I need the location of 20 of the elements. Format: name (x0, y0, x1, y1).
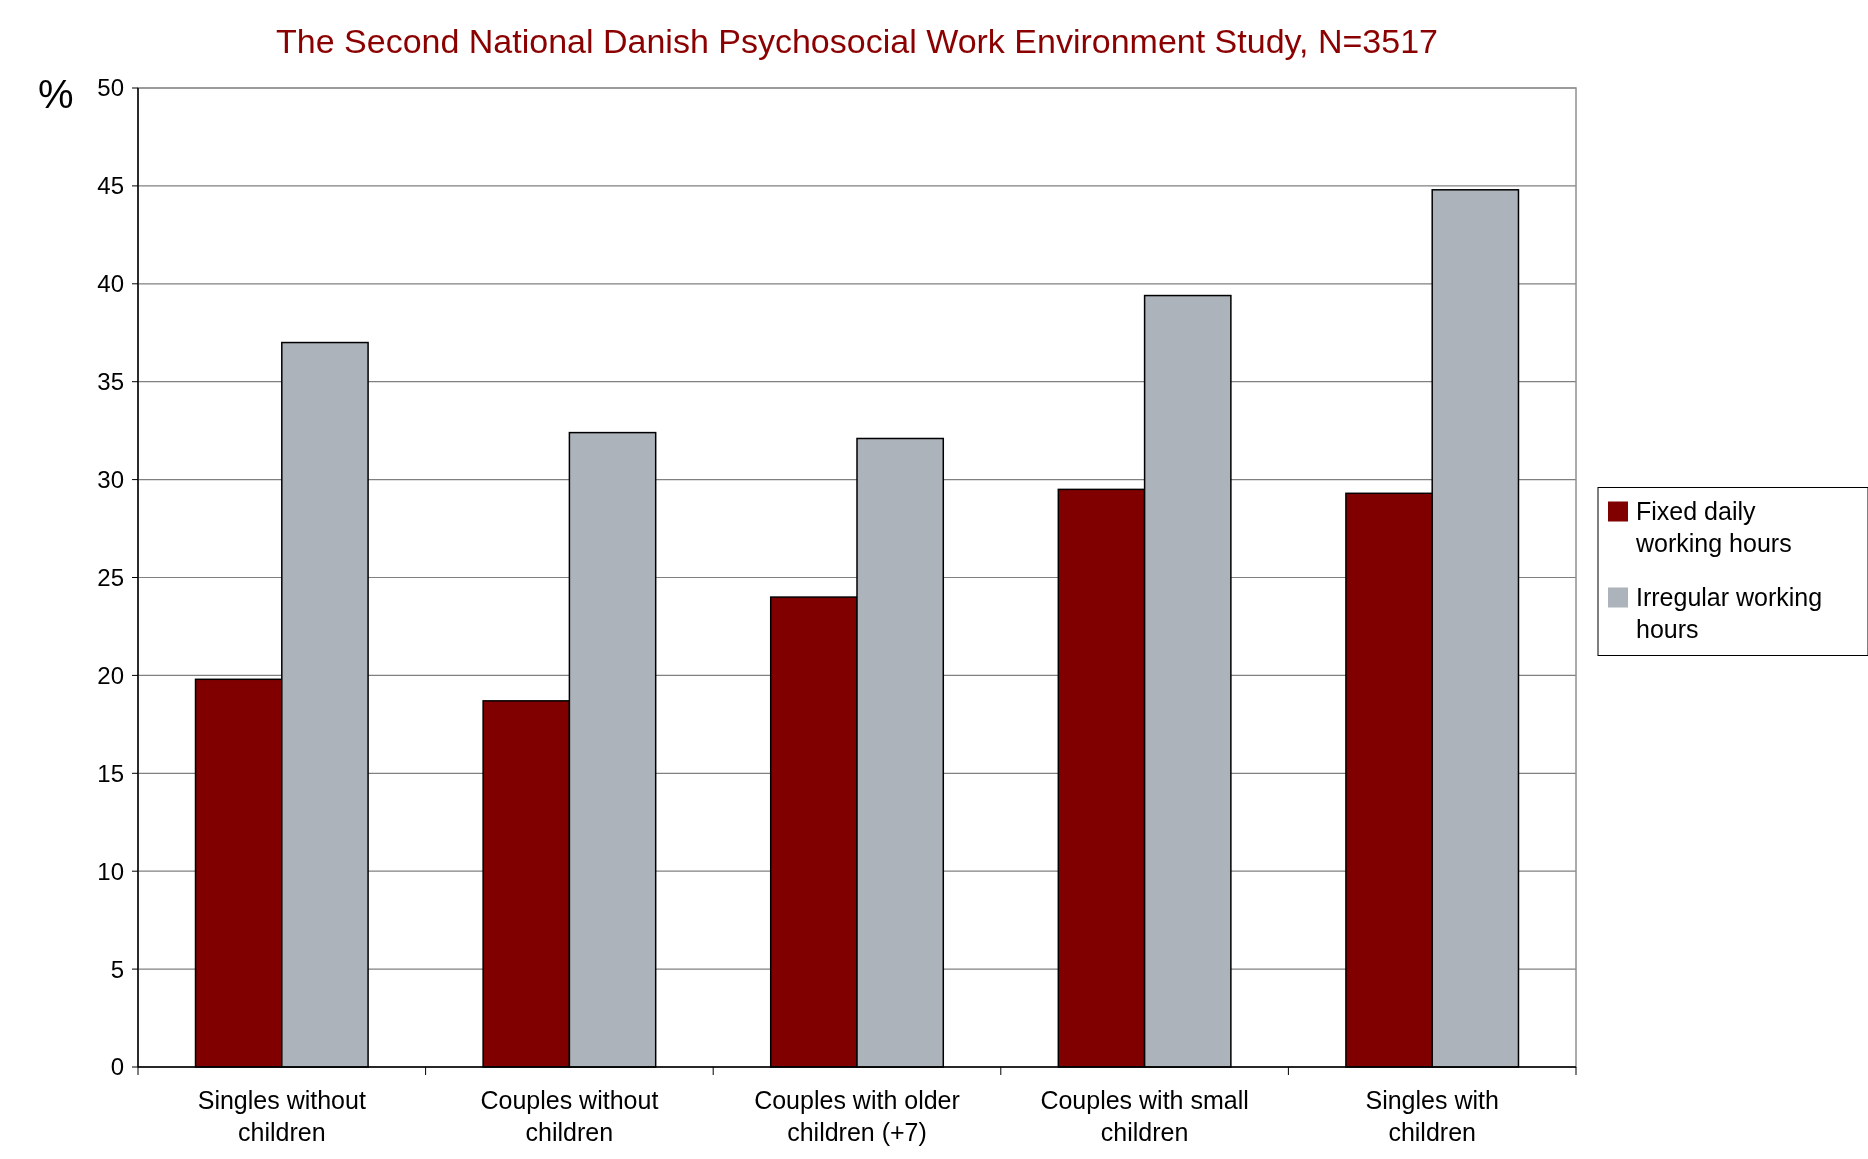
x-tick-label: Singles with children (1365, 1086, 1499, 1146)
y-tick-label: 50 (97, 74, 124, 102)
x-tick-label: Couples without children (480, 1086, 659, 1146)
y-tick-label: 35 (97, 368, 124, 396)
x-tick-label: Couples with small children (1040, 1086, 1249, 1146)
y-tick-label: 30 (97, 466, 124, 493)
y-tick-label: 20 (97, 661, 124, 689)
x-tick-label: Singles without children (197, 1086, 366, 1146)
x-tick-label: Couples with older children (+7) (754, 1086, 960, 1146)
y-tick-label: 25 (97, 563, 124, 591)
y-tick-label: 40 (97, 270, 124, 298)
y-tick-label: 45 (97, 172, 124, 200)
y-tick-label: 10 (97, 857, 124, 885)
chart-title: The Second National Danish Psychosocial Work Environment Study, N=3517 (276, 22, 1438, 60)
y-tick-label: 5 (110, 955, 124, 983)
y-tick-label: 15 (97, 759, 124, 787)
y-tick-label: 0 (110, 1053, 124, 1081)
legend-label: Fixed daily working hours (1635, 496, 1792, 557)
legend-label: Irregular working hours (1636, 582, 1823, 643)
y-axis-title: % (38, 72, 74, 116)
